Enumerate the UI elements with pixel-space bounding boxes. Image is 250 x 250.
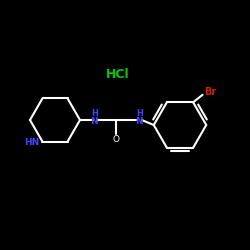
Text: HN: HN (24, 138, 40, 147)
Text: HCl: HCl (106, 68, 129, 82)
Text: N: N (136, 118, 143, 126)
Text: Br: Br (204, 87, 216, 97)
Text: H: H (91, 108, 98, 118)
Text: H: H (136, 108, 143, 118)
Text: O: O (113, 135, 120, 144)
Text: N: N (90, 118, 98, 126)
